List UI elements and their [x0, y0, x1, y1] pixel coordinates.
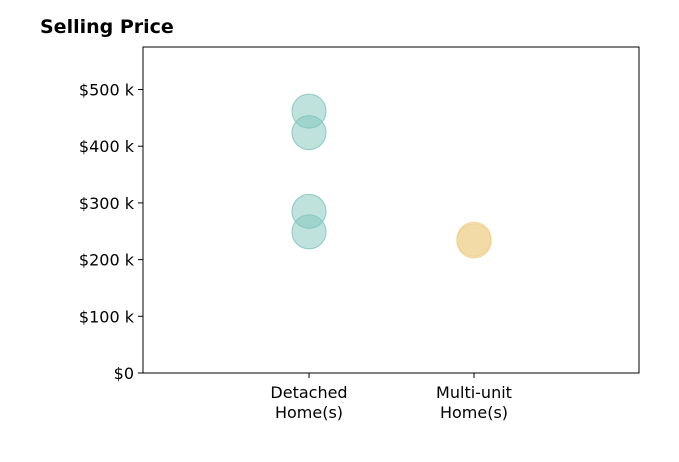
- x-tick-label-line: Detached: [270, 383, 347, 402]
- x-tick-label: Multi-unit Home(s): [436, 383, 512, 422]
- x-tick-label-line: Home(s): [275, 403, 343, 422]
- x-tick-label-line: Home(s): [440, 403, 508, 422]
- x-tick-label: Detached Home(s): [270, 383, 347, 422]
- y-tick-label: $200 k: [79, 251, 135, 270]
- chart-title: Selling Price: [40, 16, 174, 38]
- y-tick-label: $300 k: [79, 194, 135, 213]
- data-points: [291, 93, 492, 259]
- data-point: [291, 115, 327, 151]
- data-point: [291, 214, 327, 250]
- y-tick-label: $0: [114, 364, 134, 383]
- y-tick-label: $400 k: [79, 137, 135, 156]
- y-tick-label: $100 k: [79, 307, 135, 326]
- y-tick-label: $500 k: [79, 81, 135, 100]
- x-tick-label-line: Multi-unit: [436, 383, 512, 402]
- plot-frame: [142, 46, 640, 374]
- x-axis: Detached Home(s)Multi-unit Home(s): [270, 373, 512, 422]
- y-axis: $0 $100 k $200 k $300 k $400 k $500 k: [79, 81, 143, 383]
- data-point: [456, 223, 492, 259]
